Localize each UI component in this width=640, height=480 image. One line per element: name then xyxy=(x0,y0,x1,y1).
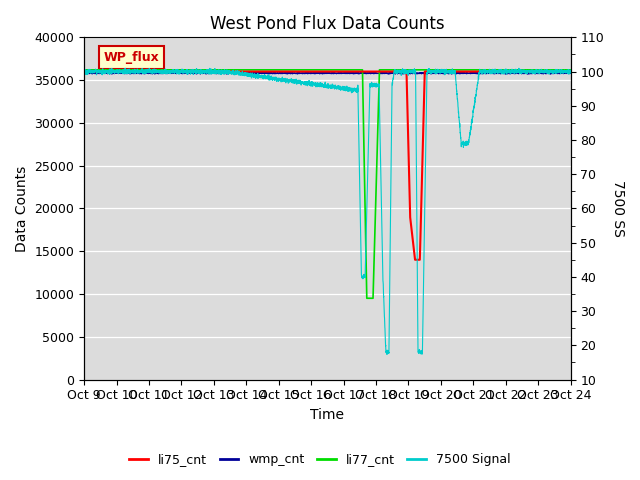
Y-axis label: Data Counts: Data Counts xyxy=(15,165,29,252)
X-axis label: Time: Time xyxy=(310,408,344,422)
Text: WP_flux: WP_flux xyxy=(104,51,159,64)
Legend: li75_cnt, wmp_cnt, li77_cnt, 7500 Signal: li75_cnt, wmp_cnt, li77_cnt, 7500 Signal xyxy=(124,448,516,471)
Y-axis label: 7500 SS: 7500 SS xyxy=(611,180,625,237)
Title: West Pond Flux Data Counts: West Pond Flux Data Counts xyxy=(210,15,445,33)
